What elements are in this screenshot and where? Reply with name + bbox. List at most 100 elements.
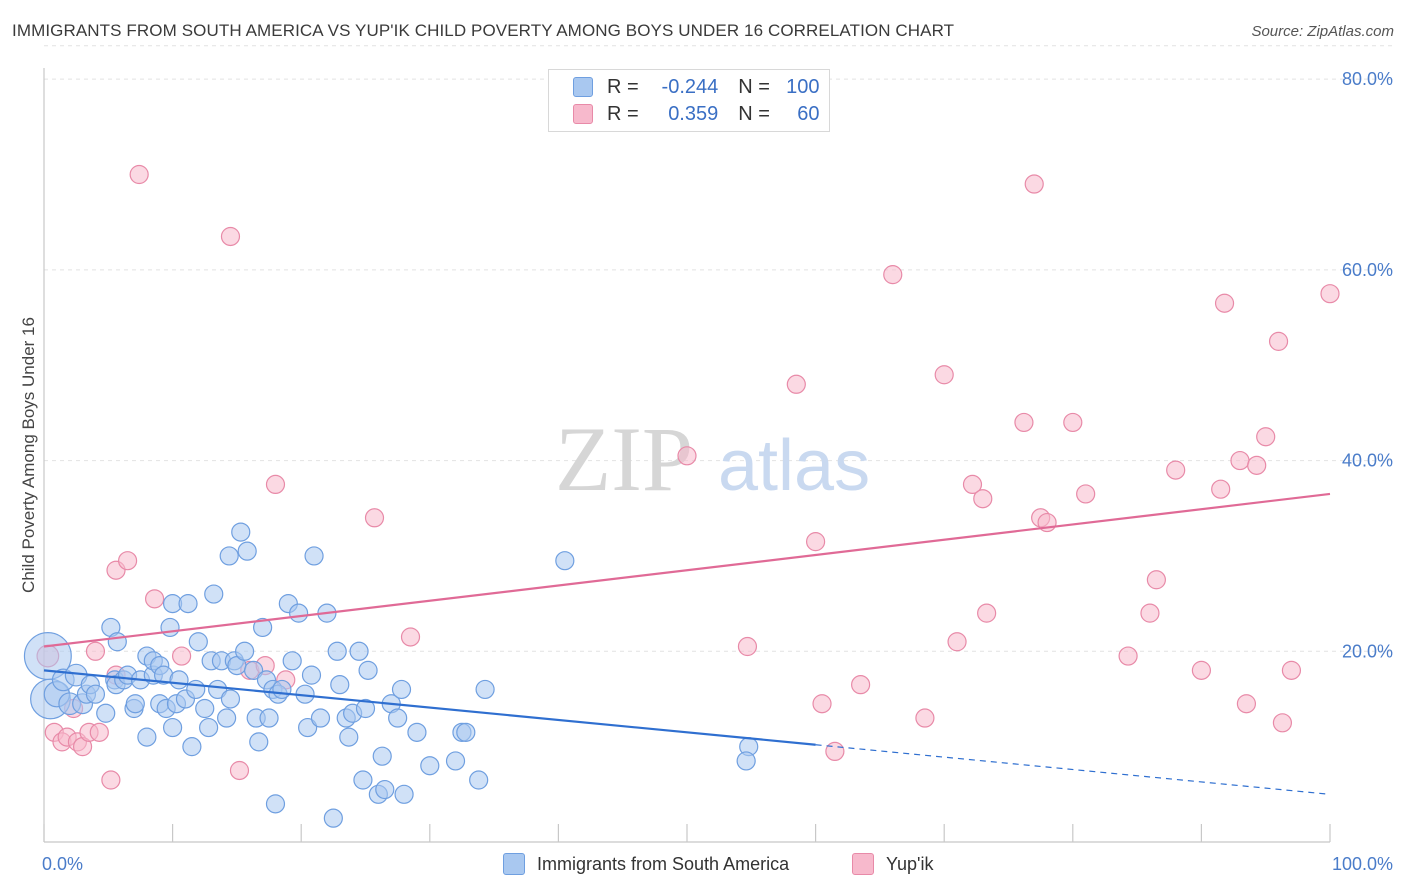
south-america-trend-extension [815, 744, 1331, 795]
legend-r-label: R = [607, 102, 639, 125]
y-tick-labels: 20.0% 40.0% 60.0% 80.0% [1342, 69, 1393, 661]
south-america-point [186, 679, 206, 700]
bottom-legend-pink: Yup'ik [852, 850, 933, 878]
south-america-point [327, 641, 347, 661]
south-america-point [456, 722, 476, 742]
yupik-point [962, 474, 983, 495]
south-america-point [355, 698, 376, 719]
yupik-point [737, 636, 758, 657]
yupik-point [265, 474, 286, 495]
south-america-point [244, 660, 264, 680]
south-america-point [188, 632, 208, 652]
south-america-point [96, 703, 116, 723]
bottom-legend-swatch-blue [503, 853, 525, 875]
south-america-point [265, 794, 286, 814]
south-america-point [298, 717, 318, 738]
trend-lines [43, 492, 1331, 795]
south-america-point [199, 717, 219, 738]
south-america-point [301, 665, 322, 685]
yupik-point [400, 627, 421, 647]
south-america-point [394, 784, 414, 804]
south-america-point [220, 689, 241, 709]
yupik-point [677, 446, 697, 466]
x-tick-label-max: 100.0% [1332, 854, 1393, 874]
south-america-point [282, 651, 302, 671]
south-america-point [259, 708, 279, 728]
x-tick-marks [43, 824, 1331, 842]
south-america-point [182, 737, 202, 757]
legend-r-value-blue: -0.244 [661, 75, 719, 98]
yupik-point [1272, 713, 1293, 733]
yupik-point [1268, 331, 1289, 351]
south-america-point [204, 584, 224, 604]
bottom-legend-label-blue: Immigrants from South America [537, 853, 790, 874]
yupik-point [977, 603, 997, 623]
south-america-point [372, 746, 392, 766]
south-america-point [375, 779, 395, 800]
watermark-atlas: atlas [718, 426, 870, 506]
south-america-point [217, 708, 237, 728]
yupik-points [36, 164, 1340, 790]
yupik-point [1191, 660, 1212, 680]
yupik-point [934, 365, 954, 385]
yupik-point [1118, 646, 1138, 666]
yupik-point [172, 646, 192, 666]
yupik-point [1014, 412, 1034, 433]
south-america-points [23, 522, 759, 828]
south-america-point [195, 698, 215, 719]
y-tick-label: 40.0% [1342, 451, 1393, 471]
south-america-point [420, 756, 440, 776]
yupik-point [851, 675, 871, 695]
south-america-point [358, 660, 378, 680]
yupik-point [220, 226, 241, 247]
yupik-point [1146, 570, 1166, 590]
south-america-point [330, 675, 350, 695]
south-america-point [253, 617, 273, 638]
yupik-point [1214, 293, 1235, 313]
yupik-point [812, 694, 832, 714]
south-america-point [388, 708, 408, 728]
yupik-point [1166, 460, 1186, 480]
y-tick-label: 60.0% [1342, 260, 1393, 280]
south-america-trend-line [43, 669, 816, 746]
chart-title: IMMIGRANTS FROM SOUTH AMERICA VS YUP'IK … [12, 21, 955, 40]
source-credit: Source: ZipAtlas.com [1251, 23, 1394, 40]
south-america-point [391, 679, 412, 700]
yupik-point [1247, 455, 1267, 475]
south-america-point [555, 551, 575, 571]
y-axis-label: Child Poverty Among Boys Under 16 [19, 317, 38, 593]
yupik-point [101, 770, 121, 790]
yupik-point [1230, 450, 1250, 471]
yupik-point [129, 164, 149, 185]
yupik-point [973, 489, 993, 509]
south-america-point [85, 684, 106, 704]
y-tick-label: 20.0% [1342, 641, 1393, 661]
south-america-point [353, 770, 373, 790]
south-america-point [237, 541, 257, 561]
south-america-point [304, 546, 324, 566]
yupik-point [1320, 284, 1340, 304]
yupik-point [89, 722, 109, 742]
south-america-point [349, 641, 369, 661]
south-america-point [469, 770, 489, 790]
yupik-point [1140, 603, 1160, 623]
south-america-point [339, 727, 359, 747]
yupik-point [1063, 412, 1083, 433]
yupik-point [883, 265, 903, 285]
y-tick-label: 80.0% [1342, 69, 1393, 89]
south-america-point [163, 717, 183, 738]
yupik-point [117, 551, 138, 571]
south-america-point [475, 679, 495, 700]
yupik-point [85, 641, 106, 661]
yupik-point [1236, 694, 1257, 714]
legend-r-label: R = [607, 75, 639, 98]
legend-n-value-pink: 60 [797, 102, 820, 125]
south-america-point [208, 679, 228, 700]
south-america-point [107, 632, 127, 652]
south-america-point [178, 594, 198, 614]
south-america-point [445, 751, 466, 771]
legend-n-label: N = [738, 102, 770, 125]
south-america-point [323, 808, 343, 828]
legend-row-pink: R = 0.359 N = 60 [573, 101, 820, 127]
